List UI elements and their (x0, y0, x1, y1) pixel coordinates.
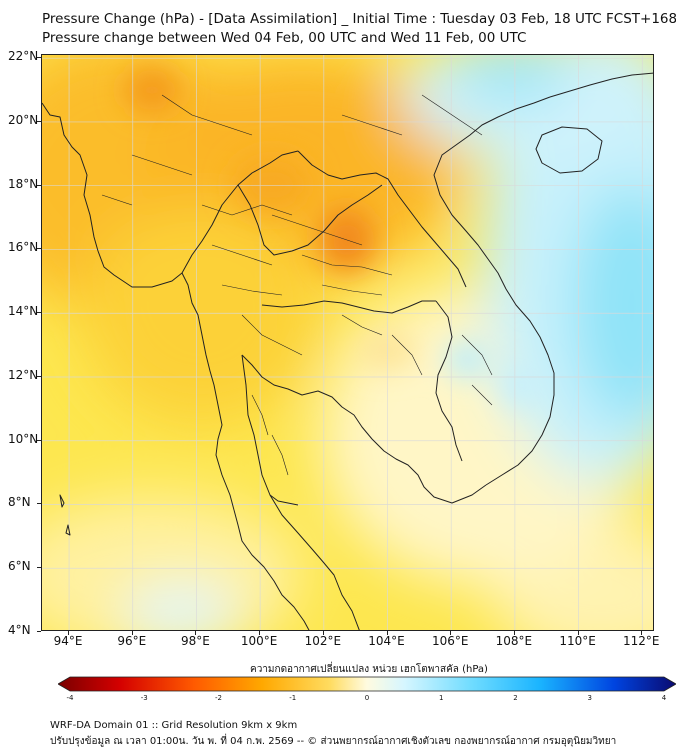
colorbar-tick-label: 4 (661, 694, 667, 702)
lon-label: 104°E (368, 634, 405, 648)
lat-tick (37, 439, 41, 441)
lat-tick (37, 312, 41, 314)
colorbar-title: ความกดอากาศเปลี่ยนแปลง หน่วย เฮกโตพาสคัล… (250, 664, 488, 675)
lat-label: 10°N (8, 431, 39, 446)
lon-tick (386, 631, 388, 635)
lat-label: 4°N (8, 623, 31, 637)
coastlines-and-borders (42, 72, 653, 630)
lat-tick (37, 375, 41, 377)
border-cambodia-vietnam (435, 300, 463, 462)
map-title: Pressure Change (hPa) - [Data Assimilati… (42, 11, 676, 27)
map-canvas (42, 55, 653, 630)
lat-label: 22°N (8, 49, 39, 64)
lon-tick (513, 631, 515, 635)
colorbar-tick-label: -2 (215, 694, 222, 702)
coastline-peninsula-west (233, 509, 310, 630)
lat-tick (37, 120, 41, 122)
lon-label: 100°E (240, 634, 278, 648)
coastline-south-china (549, 72, 653, 98)
colorbar-tick-label: 2 (513, 694, 518, 702)
map-subtitle: Pressure change between Wed 04 Feb, 00 U… (42, 30, 527, 46)
lat-label: 6°N (8, 559, 31, 574)
colorbar-tick-label: 1 (439, 694, 444, 702)
lon-tick (322, 631, 324, 635)
border-laos-vietnam (297, 150, 467, 288)
colorbar-tick-label: -3 (140, 694, 148, 702)
coastline-myanmar (42, 102, 235, 511)
lat-tick (37, 57, 41, 59)
lon-tick (131, 631, 133, 635)
lat-label: 18°N (8, 176, 39, 191)
footer-credit: ปรับปรุงข้อมูล ณ เวลา 01:00น. วัน พ. ที่… (50, 736, 617, 747)
lat-label: 8°N (8, 495, 31, 510)
lon-label: 112°E (623, 634, 660, 648)
colorbar-tick-label: -4 (66, 694, 74, 702)
lon-label: 106°E (431, 634, 469, 648)
colorbar (58, 676, 676, 692)
lat-tick (37, 567, 41, 569)
colorbar-tick-label: 3 (587, 694, 592, 702)
internal-borders (101, 94, 493, 476)
border-thailand-malaysia (269, 494, 299, 506)
coastline-gulf-of-thailand (241, 354, 487, 504)
lon-tick (68, 631, 70, 635)
lon-tick (641, 631, 643, 635)
lat-label: 14°N (8, 304, 39, 319)
lat-tick (37, 184, 41, 186)
lon-label: 96°E (117, 634, 147, 648)
coastline-peninsula-east (241, 354, 360, 630)
lat-tick (37, 631, 41, 632)
graticule (42, 55, 653, 630)
lat-label: 16°N (8, 240, 39, 255)
lon-label: 110°E (559, 634, 596, 648)
colorbar-tick-label: -1 (289, 694, 297, 702)
hainan-island (535, 126, 603, 174)
lon-tick (577, 631, 579, 635)
lat-label: 12°N (8, 367, 39, 382)
lon-tick (195, 631, 197, 635)
lon-label: 94°E (53, 634, 83, 648)
coastline-vietnam (433, 96, 555, 486)
lon-label: 102°E (304, 634, 342, 648)
lat-label: 20°N (8, 112, 39, 127)
lat-tick (37, 503, 41, 505)
andaman-islands (59, 494, 71, 536)
border-thailand-cambodia (261, 300, 436, 314)
lon-tick (259, 631, 261, 635)
lat-tick (37, 248, 41, 250)
border-myanmar-thailand (181, 150, 299, 274)
border-thailand-laos (237, 184, 383, 256)
footer-model-info: WRF-DA Domain 01 :: Grid Resolution 9km … (50, 720, 298, 731)
pressure-change-map[interactable] (41, 54, 654, 631)
lon-label: 98°E (181, 634, 210, 648)
field-shading (42, 55, 653, 630)
colorbar-tick-label: 0 (364, 694, 370, 702)
lon-label: 108°E (495, 634, 533, 648)
lon-tick (450, 631, 452, 635)
